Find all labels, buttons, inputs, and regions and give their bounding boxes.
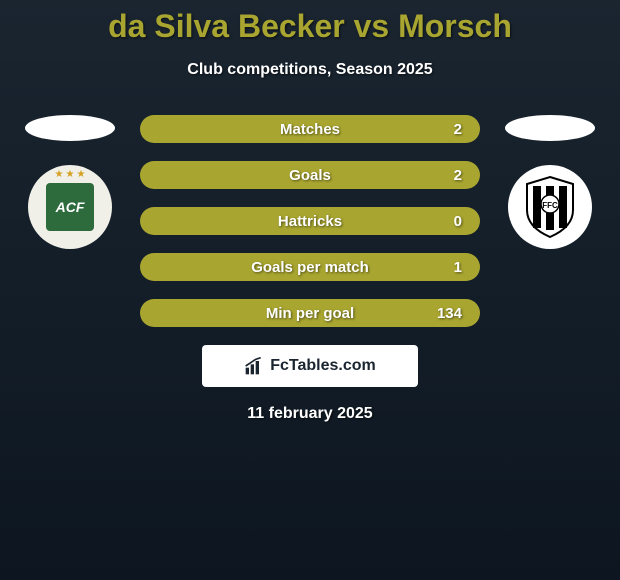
stats-column: Matches 2 Goals 2 Hattricks 0 Goals per … [140, 115, 480, 327]
comparison-card: da Silva Becker vs Morsch Club competiti… [0, 0, 620, 423]
right-ellipse [505, 115, 595, 141]
footer-brand-text: FcTables.com [270, 357, 376, 375]
star-icon: ★ [66, 169, 75, 180]
stat-label: Goals per match [251, 259, 369, 276]
badge-left-inner: ★ ★ ★ ACF [46, 183, 94, 231]
page-title: da Silva Becker vs Morsch [108, 8, 512, 45]
stat-label: Min per goal [266, 305, 354, 322]
stat-value: 134 [437, 305, 462, 322]
stat-value: 0 [454, 213, 462, 230]
stat-value: 2 [454, 167, 462, 184]
stat-label: Matches [280, 121, 340, 138]
stat-value: 1 [454, 259, 462, 276]
subtitle: Club competitions, Season 2025 [187, 61, 432, 79]
stat-row-hattricks: Hattricks 0 [140, 207, 480, 235]
star-icon: ★ [55, 169, 64, 180]
badge-stars: ★ ★ ★ [55, 169, 86, 180]
stat-row-min-per-goal: Min per goal 134 [140, 299, 480, 327]
left-ellipse [25, 115, 115, 141]
footer-badge[interactable]: FcTables.com [202, 345, 418, 387]
right-column: FFC [500, 115, 600, 249]
shield-icon: FFC [515, 172, 585, 242]
figueirense-badge: FFC [508, 165, 592, 249]
chart-icon [244, 356, 264, 376]
stat-label: Goals [289, 167, 331, 184]
badge-left-text: ACF [56, 199, 85, 215]
main-row: ★ ★ ★ ACF Matches 2 Goals 2 Hattricks 0 [0, 115, 620, 327]
stat-row-matches: Matches 2 [140, 115, 480, 143]
star-icon: ★ [76, 169, 85, 180]
stat-label: Hattricks [278, 213, 342, 230]
left-column: ★ ★ ★ ACF [20, 115, 120, 249]
date-text: 11 february 2025 [247, 405, 372, 423]
chapecoense-badge: ★ ★ ★ ACF [28, 165, 112, 249]
stat-row-goals: Goals 2 [140, 161, 480, 189]
stat-value: 2 [454, 121, 462, 138]
stat-row-goals-per-match: Goals per match 1 [140, 253, 480, 281]
svg-text:FFC: FFC [542, 201, 558, 210]
